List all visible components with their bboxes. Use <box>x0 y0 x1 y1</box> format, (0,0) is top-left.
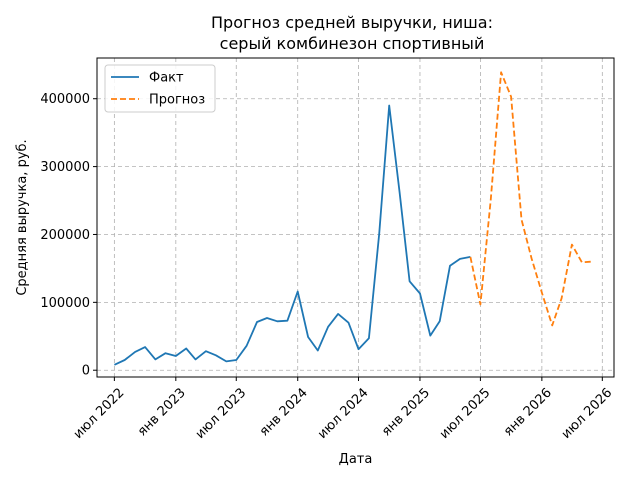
x-axis-label: Дата <box>339 452 373 467</box>
chart-title-line: Прогноз средней выручки, ниша: <box>211 13 493 32</box>
legend-label: Факт <box>149 71 184 86</box>
y-axis-label: Средняя выручка, руб. <box>15 139 30 295</box>
y-tick-label: 400000 <box>40 92 90 107</box>
chart-title-line: серый комбинезон спортивный <box>220 34 485 53</box>
y-tick-label: 0 <box>82 364 90 379</box>
y-tick-label: 100000 <box>40 296 90 311</box>
series-line-fact <box>114 104 471 366</box>
legend-label: Прогноз <box>149 93 205 108</box>
series-lines <box>114 71 593 366</box>
chart-title-text: Прогноз средней выручки, ниша: серый комб… <box>211 13 493 53</box>
chart-title: Прогноз средней выручки, ниша: серый комб… <box>211 13 493 53</box>
y-tick-label: 200000 <box>40 228 90 243</box>
plot-frame <box>96 57 615 378</box>
legend: Факт Прогноз <box>104 64 216 113</box>
y-tick-label: 300000 <box>40 160 90 175</box>
series-line-forecast <box>469 71 593 327</box>
